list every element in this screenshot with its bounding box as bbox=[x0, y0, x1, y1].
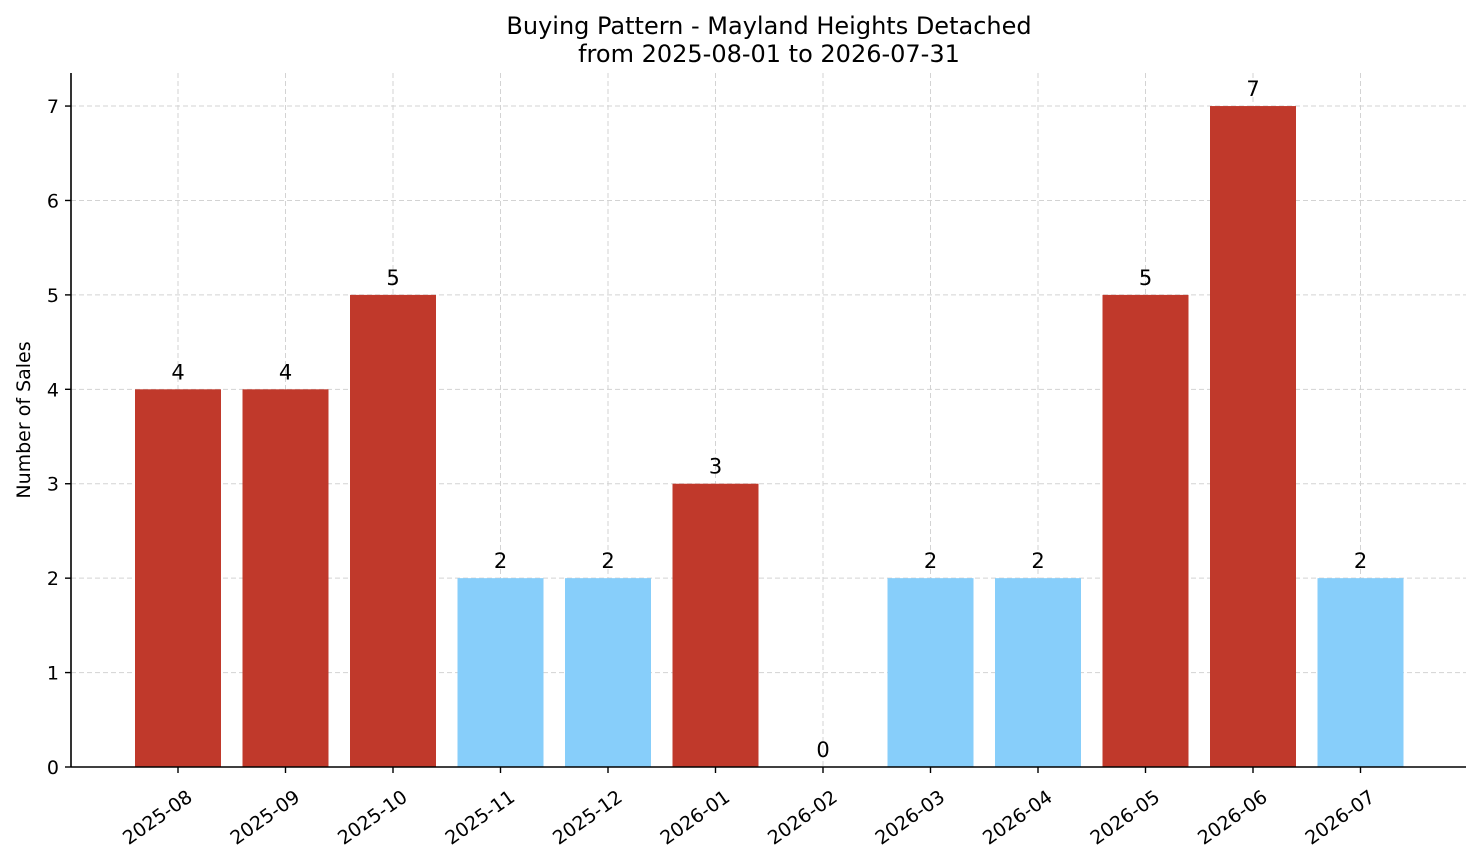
bar-2026-07 bbox=[1317, 578, 1404, 767]
x-tick-label-2026-03: 2026-03 bbox=[871, 786, 949, 850]
bar-2025-09 bbox=[242, 389, 329, 767]
bar-2025-08 bbox=[135, 389, 221, 767]
y-axis-ticks: 0 1 2 3 4 5 6 7 bbox=[47, 96, 71, 779]
data-label-2026-04: 2 bbox=[1031, 549, 1044, 573]
x-tick-label-2026-05: 2026-05 bbox=[1086, 786, 1164, 850]
y-tick-label: 7 bbox=[47, 96, 59, 118]
chart-title-line2: from 2025-08-01 to 2026-07-31 bbox=[578, 40, 960, 68]
x-axis-ticks: 2025-08 2025-09 2025-10 2025-11 2025-12 2026-… bbox=[119, 767, 1379, 850]
y-tick-label: 0 bbox=[47, 757, 59, 779]
chart-title-line1: Buying Pattern - Mayland Heights Detache… bbox=[506, 12, 1031, 40]
data-label-2025-11: 2 bbox=[494, 549, 507, 573]
x-tick-label-2025-09: 2025-09 bbox=[226, 786, 304, 850]
x-tick-label-2026-02: 2026-02 bbox=[764, 786, 842, 850]
bar-2026-05 bbox=[1102, 294, 1189, 767]
x-tick-label-2026-04: 2026-04 bbox=[979, 786, 1057, 850]
y-tick-label: 3 bbox=[47, 474, 59, 496]
bar-2025-11 bbox=[457, 578, 544, 767]
y-tick-label: 4 bbox=[47, 379, 59, 401]
bar-2025-12 bbox=[565, 578, 651, 767]
data-label-2026-01: 3 bbox=[709, 455, 722, 479]
data-label-2026-03: 2 bbox=[924, 549, 937, 573]
value-labels: 4 4 5 2 2 3 0 2 2 5 7 2 bbox=[171, 77, 1367, 762]
data-label-2025-08: 4 bbox=[171, 360, 184, 384]
bar-2026-06 bbox=[1210, 106, 1296, 768]
y-axis-label: Number of Sales bbox=[13, 341, 35, 498]
bar-2026-01 bbox=[672, 483, 759, 767]
y-tick-label: 5 bbox=[47, 285, 59, 307]
x-tick-label-2025-08: 2025-08 bbox=[119, 786, 197, 850]
y-tick-label: 2 bbox=[47, 568, 59, 590]
bars bbox=[135, 106, 1404, 768]
bar-2026-04 bbox=[995, 578, 1081, 767]
data-label-2025-10: 5 bbox=[386, 266, 399, 290]
x-tick-label-2025-11: 2025-11 bbox=[441, 786, 519, 850]
y-tick-label: 1 bbox=[47, 663, 59, 685]
x-tick-label-2025-12: 2025-12 bbox=[549, 786, 627, 850]
data-label-2026-05: 5 bbox=[1139, 266, 1152, 290]
data-label-2026-06: 7 bbox=[1246, 77, 1259, 101]
data-label-2025-12: 2 bbox=[601, 549, 614, 573]
x-tick-label-2025-10: 2025-10 bbox=[334, 786, 412, 850]
y-tick-label: 6 bbox=[47, 190, 59, 212]
bar-2026-03 bbox=[887, 578, 974, 767]
data-label-2026-02: 0 bbox=[816, 738, 829, 762]
data-label-2025-09: 4 bbox=[279, 360, 292, 384]
bar-2025-10 bbox=[350, 294, 436, 767]
x-tick-label-2026-06: 2026-06 bbox=[1194, 786, 1272, 850]
x-tick-label-2026-07: 2026-07 bbox=[1301, 786, 1379, 850]
data-label-2026-07: 2 bbox=[1354, 549, 1367, 573]
x-tick-label-2026-01: 2026-01 bbox=[656, 786, 734, 850]
